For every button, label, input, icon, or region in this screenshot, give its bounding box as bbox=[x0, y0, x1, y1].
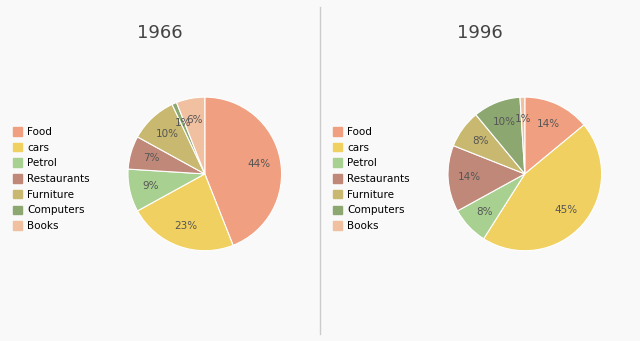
Legend: Food, cars, Petrol, Restaurants, Furniture, Computers, Books: Food, cars, Petrol, Restaurants, Furnitu… bbox=[332, 126, 411, 232]
Text: 10%: 10% bbox=[493, 118, 516, 128]
Text: 6%: 6% bbox=[186, 115, 203, 124]
Wedge shape bbox=[138, 104, 205, 174]
Wedge shape bbox=[138, 174, 233, 251]
Wedge shape bbox=[172, 103, 205, 174]
Wedge shape bbox=[484, 125, 602, 251]
Wedge shape bbox=[525, 97, 584, 174]
Text: 1%: 1% bbox=[175, 118, 191, 128]
Wedge shape bbox=[205, 97, 282, 245]
Text: 9%: 9% bbox=[143, 181, 159, 191]
Text: 44%: 44% bbox=[248, 159, 271, 168]
Text: 45%: 45% bbox=[555, 206, 578, 216]
Wedge shape bbox=[476, 97, 525, 174]
Text: 1996: 1996 bbox=[457, 24, 503, 42]
Text: 7%: 7% bbox=[143, 153, 160, 163]
Wedge shape bbox=[128, 169, 205, 211]
Wedge shape bbox=[458, 174, 525, 239]
Text: 14%: 14% bbox=[537, 119, 560, 129]
Legend: Food, cars, Petrol, Restaurants, Furniture, Computers, Books: Food, cars, Petrol, Restaurants, Furnitu… bbox=[12, 126, 91, 232]
Wedge shape bbox=[448, 146, 525, 211]
Text: 23%: 23% bbox=[175, 221, 198, 231]
Wedge shape bbox=[520, 97, 525, 174]
Text: 14%: 14% bbox=[458, 173, 481, 182]
Wedge shape bbox=[177, 97, 205, 174]
Text: 1%: 1% bbox=[515, 114, 531, 124]
Text: 8%: 8% bbox=[476, 207, 493, 217]
Text: 1966: 1966 bbox=[137, 24, 183, 42]
Text: 8%: 8% bbox=[472, 136, 488, 146]
Wedge shape bbox=[128, 137, 205, 174]
Wedge shape bbox=[453, 115, 525, 174]
Text: 10%: 10% bbox=[156, 129, 179, 138]
